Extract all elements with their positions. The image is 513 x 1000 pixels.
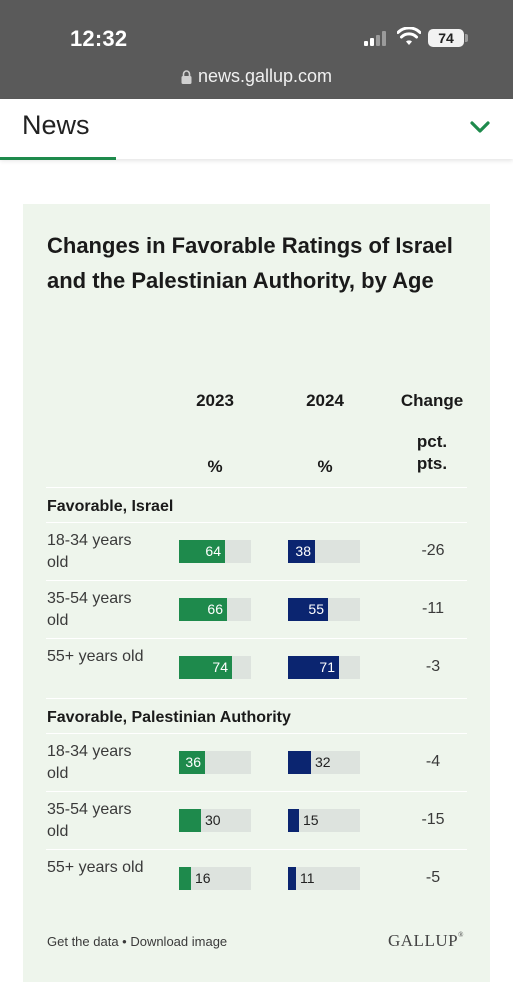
column-2023-unit: % (207, 457, 223, 476)
change-value: -5 (425, 869, 441, 886)
bar-value-2024: 38 (295, 543, 311, 559)
row-label: 55+ years old (47, 859, 144, 876)
column-change-unit: pct. pts. (416, 432, 448, 473)
section-label: Favorable, Israel (47, 498, 174, 515)
bar-track-2023: 74 (179, 656, 251, 679)
wifi-icon (397, 27, 421, 45)
browser-chrome: 12:32 74 news.gallup.com (0, 0, 513, 99)
bar-track-2023: 30 (179, 809, 251, 832)
bar-2024 (288, 598, 328, 621)
bar-track-2023: 36 (179, 751, 251, 774)
brand-text: GALLUP (388, 931, 459, 950)
row-divider (46, 580, 467, 581)
address-bar[interactable]: news.gallup.com (0, 66, 513, 87)
change-value: -15 (421, 811, 445, 828)
section-label: Favorable, Palestinian Authority (47, 709, 291, 726)
column-change-header: Change (400, 391, 464, 410)
bar-value-2024: 71 (319, 659, 335, 675)
bar-2024 (288, 751, 311, 774)
row-divider (46, 733, 467, 734)
bar-track-2023: 66 (179, 598, 251, 621)
column-2023-header: 2023 (196, 391, 234, 410)
cellular-signal-icon (364, 30, 390, 46)
change-value: -3 (425, 658, 441, 675)
gallup-logo: GALLUP® (388, 931, 464, 950)
row-divider (46, 791, 467, 792)
bar-track-2024: 38 (288, 540, 360, 563)
section-divider (46, 698, 467, 699)
bar-value-2023: 64 (205, 543, 221, 559)
change-value: -11 (422, 600, 444, 617)
column-2024-header: 2024 (306, 391, 344, 410)
row-label: 35-54 years old (47, 801, 132, 840)
status-time: 12:32 (70, 26, 128, 51)
battery-indicator: 74 (428, 29, 464, 47)
section-divider (46, 487, 467, 488)
chart-footer-links[interactable]: Get the data • Download image (47, 934, 228, 949)
bar-value-2024: 55 (308, 601, 324, 617)
bar-2023 (179, 751, 205, 774)
bar-track-2023: 64 (179, 540, 251, 563)
bar-2024 (288, 809, 299, 832)
row-label: 35-54 years old (47, 590, 132, 629)
bar-track-2024: 11 (288, 867, 360, 890)
bar-track-2024: 71 (288, 656, 360, 679)
bar-2023 (179, 598, 227, 621)
chart-title: Changes in Favorable Ratings of Israel a… (47, 233, 453, 293)
row-divider (46, 638, 467, 639)
bar-2023 (179, 656, 232, 679)
active-section-underline (0, 157, 116, 160)
bar-track-2024: 32 (288, 751, 360, 774)
bar-2023 (179, 809, 201, 832)
row-divider (46, 849, 467, 850)
column-2024-unit: % (317, 457, 333, 476)
bar-track-2024: 55 (288, 598, 360, 621)
bar-2023 (179, 867, 191, 890)
bar-value-2023: 66 (207, 601, 223, 617)
bar-value-2023: 30 (205, 812, 221, 828)
url-text: news.gallup.com (197, 66, 333, 86)
section-header[interactable]: News (0, 99, 513, 159)
bar-2024 (288, 656, 339, 679)
bar-track-2024: 15 (288, 809, 360, 832)
bar-2024 (288, 867, 296, 890)
bar-track-2023: 16 (179, 867, 251, 890)
battery-tip (465, 34, 468, 42)
row-label: 55+ years old (47, 648, 144, 665)
change-value: -26 (421, 542, 445, 559)
row-divider (46, 522, 467, 523)
bar-value-2024: 11 (300, 870, 315, 886)
bar-value-2023: 16 (195, 870, 211, 886)
bar-value-2023: 74 (212, 659, 228, 675)
bar-value-2023: 36 (185, 754, 201, 770)
section-title: News (22, 110, 90, 140)
lock-icon (181, 70, 192, 85)
bar-value-2024: 32 (315, 754, 331, 770)
bar-2024 (288, 540, 315, 563)
bar-2023 (179, 540, 225, 563)
chevron-down-icon[interactable] (469, 119, 491, 135)
change-value: -4 (425, 753, 441, 770)
row-label: 18-34 years old (47, 532, 132, 571)
bar-value-2024: 15 (303, 812, 319, 828)
row-label: 18-34 years old (47, 743, 132, 782)
chart-card: Changes in Favorable Ratings of Israel a… (23, 204, 490, 982)
